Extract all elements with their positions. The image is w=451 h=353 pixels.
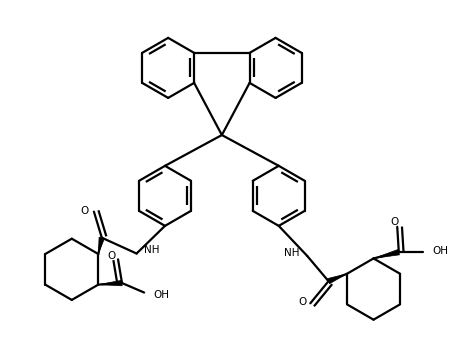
Text: OH: OH — [432, 246, 448, 256]
Polygon shape — [98, 280, 122, 286]
Text: NH: NH — [144, 245, 160, 255]
Text: NH: NH — [284, 248, 299, 258]
Text: O: O — [80, 206, 88, 216]
Text: OH: OH — [154, 290, 170, 300]
Text: O: O — [108, 251, 116, 261]
Text: O: O — [390, 217, 398, 227]
Text: O: O — [298, 298, 307, 307]
Polygon shape — [373, 250, 400, 258]
Polygon shape — [327, 274, 347, 284]
Polygon shape — [98, 237, 105, 254]
